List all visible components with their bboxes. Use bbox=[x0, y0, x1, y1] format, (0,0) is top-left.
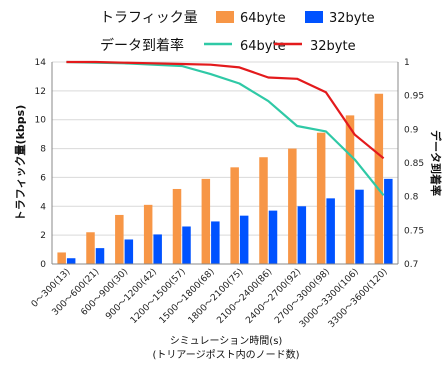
x-axis-label: シミュレーション時間(s) bbox=[170, 335, 283, 347]
x-axis-ticks: 0～300(13)300～600(21)600～900(30)900～1200(… bbox=[30, 267, 390, 330]
legend-swatch-bar-64byte bbox=[216, 11, 234, 23]
right-tick-label: 0.75 bbox=[404, 226, 424, 236]
bar-64byte-10 bbox=[345, 115, 355, 264]
left-tick-label: 4 bbox=[40, 202, 46, 212]
left-tick-label: 12 bbox=[35, 87, 46, 97]
left-tick-label: 2 bbox=[40, 231, 46, 241]
right-axis-ticks: 0.7 0.75 0.8 0.85 0.9 0.95 1 bbox=[404, 58, 424, 270]
bar-64byte-1 bbox=[86, 232, 95, 264]
lines bbox=[66, 60, 385, 196]
legend-swatch-bar-32byte bbox=[305, 11, 323, 23]
bar-32byte-10 bbox=[355, 189, 364, 264]
left-tick-label: 10 bbox=[35, 116, 47, 126]
bar-64byte-5 bbox=[201, 178, 211, 264]
left-axis-ticks: 0 2 4 6 8 10 12 14 bbox=[35, 58, 47, 270]
bar-32byte-1 bbox=[95, 248, 105, 264]
bar-64byte-8 bbox=[288, 148, 297, 264]
bar-32byte-5 bbox=[211, 221, 220, 264]
legend: トラフィック量 64byte 32byte データ到着率 64byte 32by… bbox=[100, 10, 375, 54]
line-64byte bbox=[66, 60, 385, 196]
bar-64byte-11 bbox=[374, 93, 384, 264]
left-tick-label: 6 bbox=[40, 173, 46, 183]
right-tick-label: 1 bbox=[404, 58, 410, 68]
bar-64byte-7 bbox=[259, 157, 268, 264]
bar-32byte-7 bbox=[268, 210, 278, 264]
legend-label-line-32byte: 32byte bbox=[310, 39, 356, 54]
right-tick-label: 0.95 bbox=[404, 92, 424, 102]
legend-bar-group-label: トラフィック量 bbox=[100, 10, 198, 26]
legend-label-bar-32byte: 32byte bbox=[329, 11, 375, 26]
axes bbox=[51, 62, 399, 265]
y-axis-right-label: データ到着率 bbox=[429, 130, 443, 196]
bars bbox=[57, 93, 393, 264]
bar-64byte-0 bbox=[57, 252, 66, 264]
bar-32byte-0 bbox=[66, 258, 76, 264]
bar-64byte-6 bbox=[230, 167, 239, 264]
x-tick-label: 900～1200(42) bbox=[104, 267, 159, 322]
right-tick-label: 0.8 bbox=[404, 193, 419, 203]
x-axis-sublabel: (トリアージポスト内のノード数) bbox=[152, 348, 299, 361]
line-32byte bbox=[66, 60, 385, 160]
bar-64byte-9 bbox=[316, 132, 326, 264]
legend-label-bar-64byte: 64byte bbox=[240, 11, 286, 26]
bar-32byte-8 bbox=[297, 206, 307, 264]
bar-32byte-6 bbox=[239, 215, 249, 264]
right-tick-label: 0.85 bbox=[404, 159, 424, 169]
bar-64byte-4 bbox=[172, 188, 182, 264]
bar-64byte-2 bbox=[115, 214, 124, 264]
right-tick-label: 0.9 bbox=[404, 125, 419, 135]
right-tick-label: 0.7 bbox=[404, 260, 418, 270]
left-tick-label: 14 bbox=[35, 58, 47, 68]
legend-line-group-label: データ到着率 bbox=[100, 37, 184, 54]
bar-32byte-9 bbox=[326, 198, 335, 264]
bar-32byte-11 bbox=[384, 178, 393, 264]
legend-label-line-64byte: 64byte bbox=[240, 39, 286, 54]
bar-32byte-4 bbox=[182, 226, 191, 264]
y-axis-left-label: トラフィック量(kbps) bbox=[14, 105, 27, 221]
bar-32byte-2 bbox=[124, 239, 134, 264]
bar-64byte-3 bbox=[143, 204, 153, 264]
left-tick-label: 8 bbox=[40, 145, 46, 155]
left-tick-label: 0 bbox=[40, 260, 46, 270]
bar-32byte-3 bbox=[153, 234, 162, 264]
